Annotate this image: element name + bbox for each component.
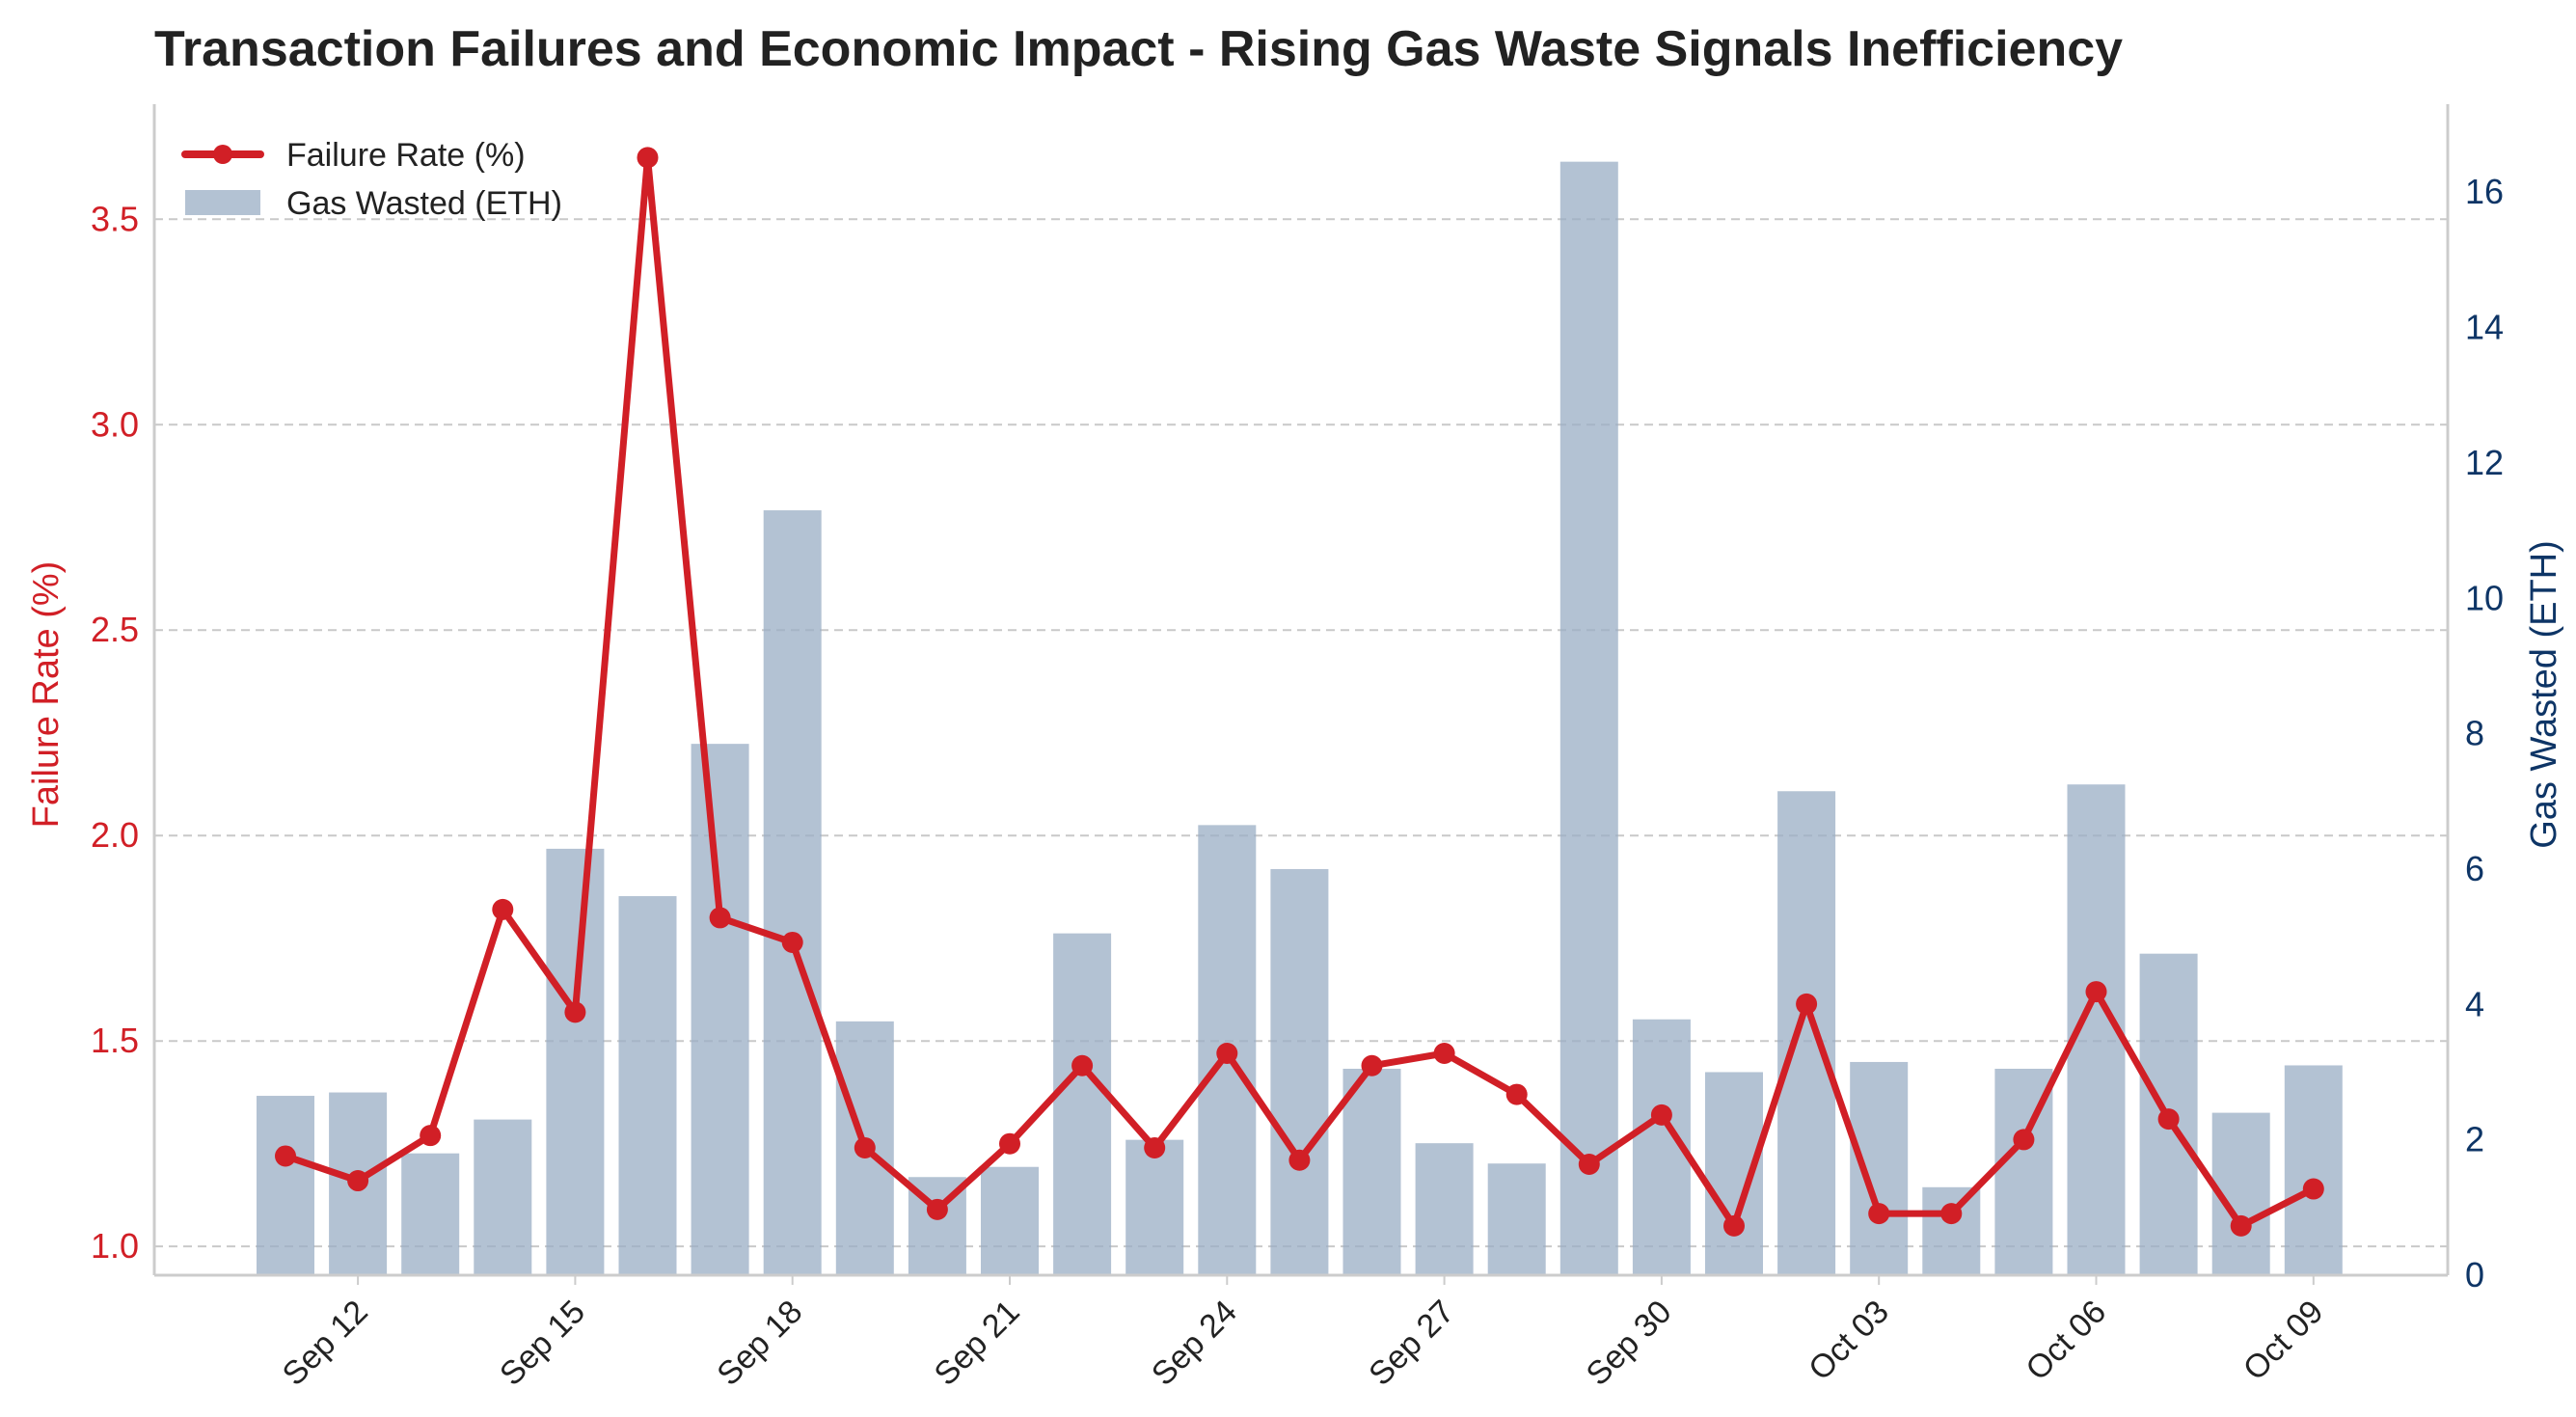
left-y-ticks: 1.0 1.5 2.0 2.5 3.0 3.5 [91,199,139,1266]
x-tick-label-1: Sep 15 [493,1294,592,1393]
gas-bar-7 [691,744,749,1275]
failure-rate-point-21 [1723,1214,1745,1237]
right-tick-label-1: 2 [2465,1120,2484,1159]
left-tick-label-0: 1.0 [91,1226,139,1266]
gas-bar-29 [2284,1065,2343,1275]
failure-rate-point-26 [2085,981,2107,1003]
legend-label-gas-wasted: Gas Wasted (ETH) [286,185,562,222]
x-tick-label-0: Sep 12 [276,1294,375,1393]
gas-bar-17 [1415,1143,1474,1275]
gas-bar-1 [257,1096,314,1275]
right-axis-label: Gas Wasted (ETH) [2524,540,2564,849]
gas-bar-22 [1777,791,1836,1275]
failure-rate-point-16 [1361,1054,1383,1076]
failure-rate-point-1 [275,1145,296,1167]
gas-bar-3 [401,1153,460,1275]
failure-rate-point-19 [1578,1153,1600,1175]
failure-rate-point-6 [637,147,659,169]
left-tick-label-3: 2.5 [91,610,139,649]
x-tick-label-6: Sep 30 [1579,1294,1678,1393]
x-tick-label-9: Oct 09 [2237,1294,2331,1388]
failure-rate-point-14 [1216,1042,1238,1064]
failure-rate-point-24 [1940,1203,1963,1225]
x-tick-label-3: Sep 21 [928,1294,1027,1393]
legend-label-failure-rate: Failure Rate (%) [286,137,526,174]
bar-series [257,161,2343,1275]
left-tick-label-4: 3.0 [91,404,139,444]
gas-bar-11 [981,1166,1039,1275]
left-tick-label-5: 3.5 [91,199,139,238]
gas-bar-23 [1850,1061,1909,1275]
failure-rate-point-27 [2157,1108,2180,1131]
failure-rate-point-3 [420,1125,442,1147]
failure-rate-point-8 [781,931,803,953]
failure-rate-point-2 [347,1170,369,1192]
line-series [275,147,2324,1237]
failure-rate-point-13 [1144,1136,1166,1158]
failure-rate-point-10 [926,1198,948,1220]
x-tick-label-5: Sep 27 [1362,1294,1461,1393]
failure-rate-point-28 [2230,1214,2252,1237]
x-tick-label-7: Oct 03 [1802,1294,1896,1388]
gas-bar-19 [1559,161,1618,1275]
gas-bar-6 [618,896,677,1275]
failure-rate-point-17 [1433,1042,1455,1064]
right-tick-label-6: 12 [2465,443,2504,482]
right-tick-label-3: 6 [2465,849,2484,888]
failure-rate-point-29 [2302,1178,2324,1200]
left-tick-label-2: 2.0 [91,815,139,855]
gas-bar-12 [1053,933,1112,1275]
right-y-ticks: 0 2 4 6 8 10 12 14 16 [2465,172,2504,1294]
failure-rate-point-7 [709,907,731,929]
gridlines [154,218,2448,1248]
gas-bar-13 [1125,1139,1184,1275]
left-axis-label: Failure Rate (%) [26,561,67,829]
x-tick-label-8: Oct 06 [2019,1294,2113,1388]
failure-rate-point-20 [1650,1104,1672,1126]
legend-bar-swatch [185,190,260,215]
gas-bar-16 [1342,1068,1401,1275]
failure-rate-point-15 [1288,1149,1311,1171]
gas-bar-5 [546,848,605,1275]
failure-rate-point-4 [492,898,514,920]
axes [152,104,2450,1277]
right-tick-label-0: 0 [2465,1255,2484,1294]
left-tick-label-1: 1.5 [91,1021,139,1060]
failure-rate-point-9 [854,1136,876,1158]
gas-bar-18 [1487,1163,1546,1275]
failure-rate-point-12 [1071,1054,1094,1076]
right-tick-label-8: 16 [2465,172,2504,211]
failure-rate-point-22 [1796,993,1818,1015]
x-ticks: Sep 12 Sep 15 Sep 18 Sep 21 Sep 24 Sep 27 Sep … [276,1275,2331,1393]
right-tick-label-7: 14 [2465,308,2504,347]
x-tick-label-2: Sep 18 [710,1294,809,1393]
legend: Failure Rate (%) Gas Wasted (ETH) [174,129,562,222]
right-tick-label-5: 10 [2465,578,2504,617]
failure-rate-point-23 [1868,1203,1890,1225]
legend-line-marker [213,145,232,164]
failure-rate-point-5 [564,1001,586,1023]
gas-bar-4 [474,1119,532,1275]
failure-rate-point-18 [1505,1083,1528,1105]
x-tick-label-4: Sep 24 [1145,1294,1244,1393]
failure-rate-point-11 [999,1132,1020,1155]
gas-bar-15 [1270,868,1329,1275]
chart-title: Transaction Failures and Economic Impact… [154,21,2123,77]
gas-bar-8 [763,510,822,1275]
gas-bar-24 [1922,1186,1981,1275]
right-tick-label-2: 4 [2465,984,2484,1023]
right-tick-label-4: 8 [2465,714,2484,753]
failure-rate-point-25 [2013,1129,2035,1151]
